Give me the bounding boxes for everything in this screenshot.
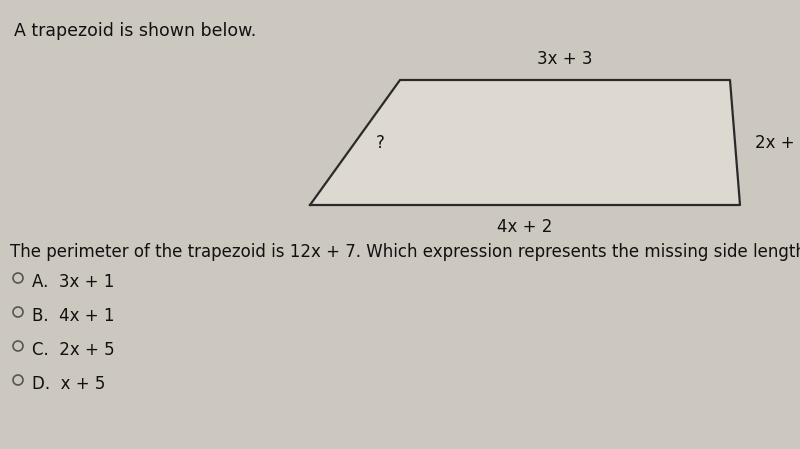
Text: D.  x + 5: D. x + 5 bbox=[32, 375, 106, 393]
Text: ?: ? bbox=[376, 134, 385, 152]
Text: 3x + 3: 3x + 3 bbox=[538, 50, 593, 68]
Text: B.  4x + 1: B. 4x + 1 bbox=[32, 307, 114, 325]
Text: 4x + 2: 4x + 2 bbox=[498, 218, 553, 236]
Polygon shape bbox=[310, 80, 740, 205]
Text: 2x + 1: 2x + 1 bbox=[755, 134, 800, 152]
Text: C.  2x + 5: C. 2x + 5 bbox=[32, 341, 114, 359]
Text: The perimeter of the trapezoid is 12x + 7. Which expression represents the missi: The perimeter of the trapezoid is 12x + … bbox=[10, 243, 800, 261]
Text: A.  3x + 1: A. 3x + 1 bbox=[32, 273, 114, 291]
Text: A trapezoid is shown below.: A trapezoid is shown below. bbox=[14, 22, 256, 40]
